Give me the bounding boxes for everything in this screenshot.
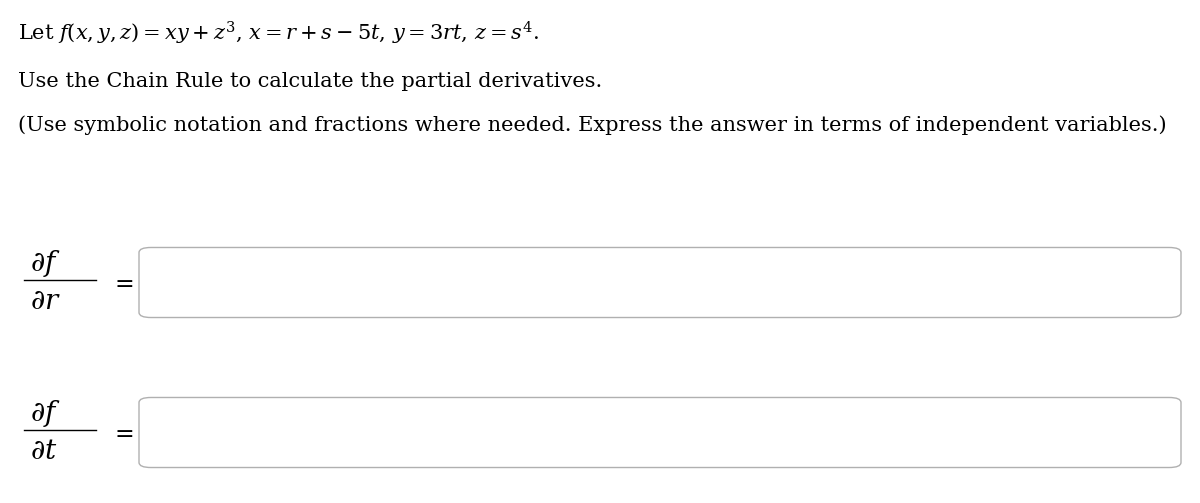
Text: $=$: $=$ (110, 271, 133, 294)
Text: Use the Chain Rule to calculate the partial derivatives.: Use the Chain Rule to calculate the part… (18, 72, 602, 91)
FancyBboxPatch shape (139, 397, 1181, 467)
Text: (Use symbolic notation and fractions where needed. Express the answer in terms o: (Use symbolic notation and fractions whe… (18, 115, 1166, 135)
Text: $\partial f$: $\partial f$ (30, 247, 61, 279)
FancyBboxPatch shape (139, 247, 1181, 317)
Text: $\partial r$: $\partial r$ (30, 288, 61, 315)
Text: $\partial t$: $\partial t$ (30, 439, 58, 465)
Text: Let $f(x, y, z) = xy + z^3$, $x = r + s - 5t$, $y = 3rt$, $z = s^4$.: Let $f(x, y, z) = xy + z^3$, $x = r + s … (18, 20, 539, 47)
Text: $\partial f$: $\partial f$ (30, 398, 61, 429)
Text: $=$: $=$ (110, 421, 133, 444)
